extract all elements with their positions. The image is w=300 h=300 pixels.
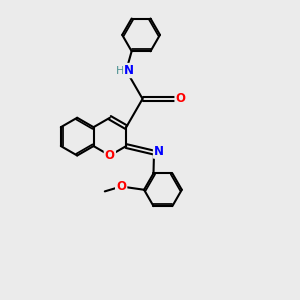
Text: N: N xyxy=(154,145,164,158)
Text: H: H xyxy=(116,66,124,76)
Text: O: O xyxy=(105,149,115,162)
Text: O: O xyxy=(176,92,186,105)
Text: O: O xyxy=(116,180,126,193)
Text: N: N xyxy=(124,64,134,77)
